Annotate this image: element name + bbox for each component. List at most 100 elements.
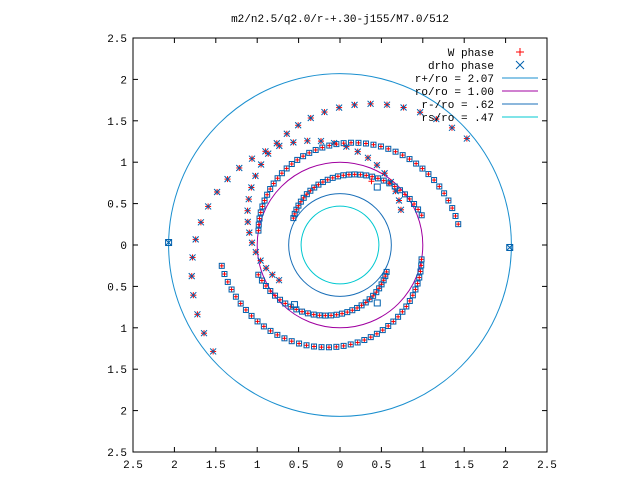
drho-phase-point (268, 271, 276, 279)
drho-phase-point (290, 301, 298, 309)
drho-phase-point (255, 227, 262, 234)
w-phase-point (391, 319, 396, 324)
drho-phase-point (415, 206, 422, 213)
drho-phase-point (194, 310, 201, 318)
drho-phase-point (397, 206, 405, 214)
y-tick-label: 0 (120, 241, 127, 253)
drho-phase-point (328, 312, 335, 319)
w-phase-point (289, 339, 294, 344)
drho-phase-point-b (257, 257, 264, 264)
w-phase-point (400, 309, 405, 314)
w-phase-point (392, 184, 397, 189)
drho-phase-point-b (335, 104, 343, 111)
drho-phase-point-b (165, 239, 172, 246)
drho-phase-point (333, 311, 340, 318)
drho-phase-point-b (204, 203, 212, 210)
w-phase-point (456, 222, 461, 227)
w-phase-point (334, 344, 339, 349)
drho-phase-point (370, 141, 377, 148)
drho-phase-point (300, 153, 307, 160)
drho-phase-point (418, 262, 425, 269)
drho-phase-point (373, 330, 380, 337)
drho-phase-point-b (373, 161, 381, 169)
drho-phase-point (449, 205, 456, 212)
w-phase-point (350, 308, 355, 313)
drho-phase-point (325, 344, 332, 351)
drho-phase-point (296, 340, 303, 347)
drho-phase-point (385, 322, 392, 329)
drho-phase-point-b (381, 169, 388, 177)
w-phase-point (418, 269, 423, 274)
w-phase-point (288, 304, 293, 309)
w-phase-point (268, 328, 273, 333)
w-phase-point (375, 176, 380, 181)
drho-phase-point (303, 342, 310, 349)
drho-phase-point (303, 191, 310, 198)
w-phase-point (271, 181, 276, 186)
y-tick-label: 0.5 (107, 200, 127, 212)
drho-phase-point (312, 146, 319, 153)
drho-phase-point (204, 203, 212, 210)
w-phase-point (335, 174, 340, 179)
drho-phase-point (267, 327, 274, 334)
w-phase-point (340, 311, 345, 316)
drho-phase-point (345, 171, 352, 178)
drho-phase-point (252, 248, 260, 256)
drho-phase-point (355, 139, 362, 146)
drho-phase-point (277, 296, 284, 303)
drho-phase-point (288, 161, 295, 168)
w-phase-point (380, 328, 385, 333)
w-phase-point (259, 278, 264, 283)
drho-phase-point (264, 191, 271, 198)
w-phase-point (283, 301, 288, 306)
drho-phase-point (417, 268, 424, 275)
drho-phase-point (354, 148, 362, 155)
w-phase-point (262, 198, 267, 203)
w-phase-point (301, 154, 306, 159)
drho-phase-point (200, 329, 208, 337)
w-phase-point (442, 191, 447, 196)
drho-phase-point (418, 212, 425, 219)
w-phase-point (326, 345, 331, 350)
w-phase-point (407, 298, 412, 303)
drho-phase-point (396, 187, 403, 194)
circle-2 (256, 161, 424, 329)
drho-phase-point (261, 197, 268, 204)
w-phase-point (432, 178, 437, 183)
w-phase-point (387, 181, 392, 186)
drho-phase-point (188, 272, 196, 280)
drho-phase-point-b (416, 108, 424, 116)
drho-phase-point (383, 101, 391, 109)
drho-phase-point (347, 341, 354, 348)
drho-phase-point-b (383, 101, 391, 109)
w-phase-point (355, 340, 360, 345)
drho-phase-point-b (248, 239, 256, 247)
w-phase-point (410, 293, 415, 298)
w-phase-point (407, 196, 412, 201)
drho-phase-point-b (432, 115, 440, 123)
drho-phase-point (351, 101, 358, 109)
w-phase-point (295, 157, 300, 162)
w-phase-point (414, 161, 419, 166)
w-phase-point (419, 257, 424, 262)
w-phase-point (256, 222, 261, 227)
drho-phase-point (299, 308, 306, 315)
y-tick-label: 1.5 (107, 365, 127, 377)
drho-phase-point-b (275, 276, 283, 284)
drho-phase-point (224, 175, 231, 183)
w-phase-point (289, 162, 294, 167)
drho-phase-point-b (188, 272, 196, 280)
drho-phase-point (293, 306, 300, 313)
x-tick-label: 1.5 (454, 460, 474, 472)
w-phase-point (312, 344, 317, 349)
y-tick-label: 1 (120, 324, 127, 336)
drho-phase-point (275, 142, 283, 150)
chart-title: m2/n2.5/q2.0/r-+.30-j155/M7.0/512 (231, 14, 449, 26)
circles-layer (168, 73, 512, 417)
drho-phase-point (316, 312, 323, 319)
w-phase-point (355, 305, 360, 310)
w-phase-point (381, 178, 386, 183)
w-phase-point (311, 312, 316, 317)
w-phase-point (334, 142, 339, 147)
